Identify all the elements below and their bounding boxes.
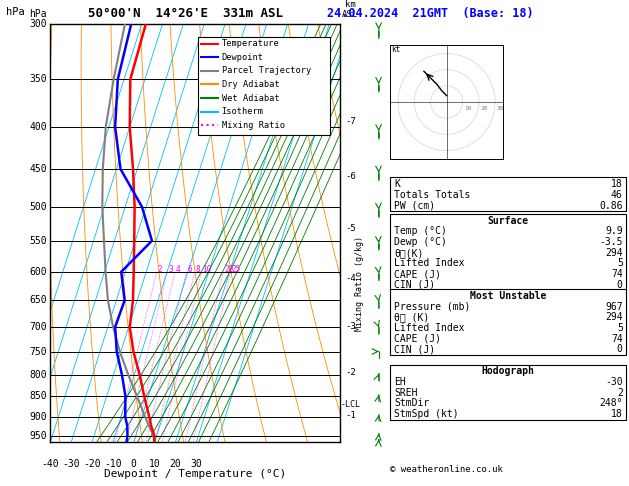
Text: 600: 600 [30, 267, 47, 277]
Text: Temperature: Temperature [221, 39, 279, 48]
Text: EH: EH [394, 377, 406, 387]
Text: 500: 500 [30, 202, 47, 212]
Text: 8: 8 [196, 265, 200, 274]
Text: 300: 300 [30, 19, 47, 29]
Text: 50°00'N  14°26'E  331m ASL: 50°00'N 14°26'E 331m ASL [88, 7, 283, 20]
Text: 18: 18 [611, 179, 623, 189]
Text: PW (cm): PW (cm) [394, 201, 435, 210]
Text: 0: 0 [617, 345, 623, 354]
Text: 900: 900 [30, 412, 47, 422]
Text: 5: 5 [617, 323, 623, 333]
Text: Mixing Ratio: Mixing Ratio [221, 121, 284, 130]
Text: Lifted Index: Lifted Index [394, 259, 465, 268]
Text: 248°: 248° [599, 399, 623, 408]
Text: 0: 0 [131, 459, 136, 469]
Text: StmDir: StmDir [394, 399, 430, 408]
Text: Most Unstable: Most Unstable [470, 291, 546, 301]
Text: 24.04.2024  21GMT  (Base: 18): 24.04.2024 21GMT (Base: 18) [327, 7, 533, 20]
Text: -20: -20 [83, 459, 101, 469]
Text: 10: 10 [202, 265, 211, 274]
Text: -2: -2 [345, 368, 356, 377]
Text: kt: kt [392, 45, 401, 54]
Text: -1: -1 [345, 411, 356, 420]
Text: θᴀ(K): θᴀ(K) [394, 248, 424, 258]
Text: 10: 10 [148, 459, 160, 469]
Text: 800: 800 [30, 369, 47, 380]
Text: 20: 20 [481, 106, 488, 111]
Text: K: K [394, 179, 400, 189]
Text: 750: 750 [30, 347, 47, 357]
Text: 20: 20 [170, 459, 181, 469]
Text: © weatheronline.co.uk: © weatheronline.co.uk [390, 465, 503, 474]
Text: Hodograph: Hodograph [481, 366, 535, 376]
Text: 9.9: 9.9 [605, 226, 623, 236]
Text: Totals Totals: Totals Totals [394, 190, 470, 200]
Text: 30: 30 [191, 459, 202, 469]
Text: 967: 967 [605, 302, 623, 312]
Text: 4: 4 [176, 265, 181, 274]
Text: 18: 18 [611, 409, 623, 419]
Text: -3: -3 [345, 322, 356, 331]
Text: 550: 550 [30, 236, 47, 246]
Text: 10: 10 [464, 106, 472, 111]
Text: Isotherm: Isotherm [221, 107, 264, 116]
Text: Mixing Ratio (g/kg): Mixing Ratio (g/kg) [355, 236, 364, 331]
Text: 74: 74 [611, 269, 623, 279]
Text: CIN (J): CIN (J) [394, 345, 435, 354]
Text: Lifted Index: Lifted Index [394, 323, 465, 333]
Text: -3.5: -3.5 [599, 237, 623, 247]
Text: CAPE (J): CAPE (J) [394, 269, 442, 279]
Text: StmSpd (kt): StmSpd (kt) [394, 409, 459, 419]
Text: 6: 6 [187, 265, 192, 274]
Text: 3: 3 [168, 265, 173, 274]
Text: km
ASL: km ASL [342, 0, 359, 19]
Text: 2: 2 [617, 388, 623, 398]
Text: 700: 700 [30, 322, 47, 332]
Text: 25: 25 [231, 265, 241, 274]
Text: -7: -7 [345, 117, 356, 126]
Text: 2: 2 [158, 265, 162, 274]
Text: Temp (°C): Temp (°C) [394, 226, 447, 236]
Text: -30: -30 [62, 459, 80, 469]
Text: 950: 950 [30, 431, 47, 441]
Text: -5: -5 [345, 225, 356, 233]
Text: CAPE (J): CAPE (J) [394, 334, 442, 344]
Text: Dewpoint: Dewpoint [221, 53, 264, 62]
Text: 650: 650 [30, 295, 47, 305]
Text: 350: 350 [30, 74, 47, 85]
Text: Wet Adiabat: Wet Adiabat [221, 94, 279, 103]
Text: 850: 850 [30, 391, 47, 401]
Text: -LCL: -LCL [340, 400, 360, 409]
Text: -40: -40 [42, 459, 59, 469]
Text: Dry Adiabat: Dry Adiabat [221, 80, 279, 89]
Text: 30: 30 [497, 106, 504, 111]
Text: Dewpoint / Temperature (°C): Dewpoint / Temperature (°C) [104, 469, 286, 479]
Text: -30: -30 [605, 377, 623, 387]
Text: 74: 74 [611, 334, 623, 344]
Text: 294: 294 [605, 312, 623, 322]
Text: 20: 20 [224, 265, 233, 274]
Text: hPa: hPa [30, 9, 47, 19]
Text: 0.86: 0.86 [599, 201, 623, 210]
Text: 294: 294 [605, 248, 623, 258]
Text: SREH: SREH [394, 388, 418, 398]
Text: 5: 5 [617, 259, 623, 268]
Text: Surface: Surface [487, 216, 528, 226]
Text: θᴀ (K): θᴀ (K) [394, 312, 430, 322]
Text: Dewp (°C): Dewp (°C) [394, 237, 447, 247]
Text: CIN (J): CIN (J) [394, 280, 435, 290]
Text: 400: 400 [30, 122, 47, 132]
Text: -4: -4 [345, 275, 356, 283]
Text: hPa: hPa [6, 7, 25, 17]
Text: Parcel Trajectory: Parcel Trajectory [221, 67, 311, 75]
Text: 0: 0 [617, 280, 623, 290]
Text: -6: -6 [345, 173, 356, 181]
Text: 450: 450 [30, 164, 47, 174]
Text: Pressure (mb): Pressure (mb) [394, 302, 470, 312]
Text: 46: 46 [611, 190, 623, 200]
Text: -10: -10 [104, 459, 121, 469]
